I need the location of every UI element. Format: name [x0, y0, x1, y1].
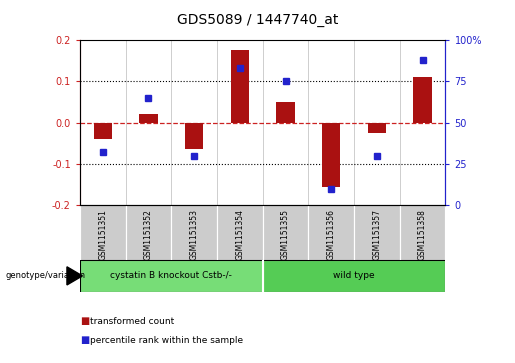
Text: GSM1151351: GSM1151351: [98, 209, 107, 260]
Bar: [263, 205, 308, 260]
Bar: [80, 260, 263, 292]
Text: genotype/variation: genotype/variation: [5, 272, 85, 280]
Text: wild type: wild type: [333, 272, 375, 280]
Bar: [139, 114, 158, 122]
Bar: [80, 205, 126, 260]
Bar: [94, 122, 112, 139]
Text: GSM1151357: GSM1151357: [372, 209, 382, 260]
Bar: [126, 205, 171, 260]
Bar: [354, 205, 400, 260]
Bar: [414, 77, 432, 122]
Bar: [368, 122, 386, 133]
Text: GDS5089 / 1447740_at: GDS5089 / 1447740_at: [177, 13, 338, 27]
Text: GSM1151353: GSM1151353: [190, 209, 199, 260]
Text: GSM1151352: GSM1151352: [144, 209, 153, 260]
Bar: [322, 122, 340, 187]
Text: GSM1151354: GSM1151354: [235, 209, 244, 260]
Bar: [171, 205, 217, 260]
Text: cystatin B knockout Cstb-/-: cystatin B knockout Cstb-/-: [110, 272, 232, 280]
Text: ■: ■: [80, 316, 89, 326]
Bar: [185, 122, 203, 149]
Bar: [400, 205, 445, 260]
Bar: [277, 102, 295, 122]
Text: ■: ■: [80, 335, 89, 346]
Text: GSM1151355: GSM1151355: [281, 209, 290, 260]
Text: percentile rank within the sample: percentile rank within the sample: [90, 336, 243, 345]
Bar: [231, 50, 249, 122]
Polygon shape: [67, 267, 82, 285]
Bar: [263, 260, 445, 292]
Bar: [308, 205, 354, 260]
Text: transformed count: transformed count: [90, 317, 175, 326]
Text: GSM1151356: GSM1151356: [327, 209, 336, 260]
Text: GSM1151358: GSM1151358: [418, 209, 427, 260]
Bar: [217, 205, 263, 260]
